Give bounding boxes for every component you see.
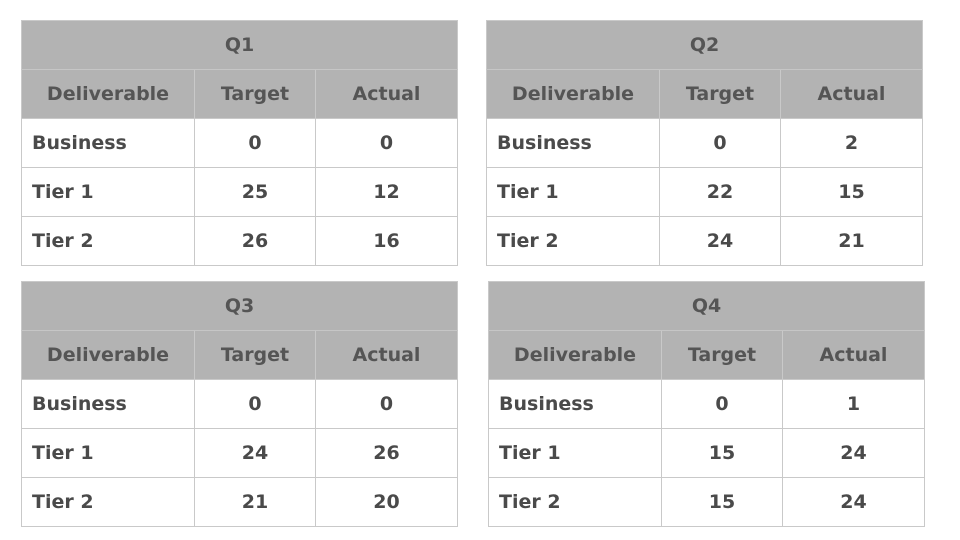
row-label: Business: [21, 379, 195, 429]
actual-value: 12: [315, 167, 458, 217]
actual-value: 0: [315, 118, 458, 168]
table-row: Tier 1 24 26: [21, 428, 458, 478]
actual-value: 0: [315, 379, 458, 429]
target-value: 22: [659, 167, 781, 217]
table-row: Tier 1 25 12: [21, 167, 458, 217]
actual-value: 26: [315, 428, 458, 478]
actual-value: 24: [782, 477, 925, 527]
row-label: Tier 1: [21, 167, 195, 217]
table-row: Tier 2 15 24: [488, 477, 925, 527]
actual-value: 21: [780, 216, 923, 266]
actual-value: 16: [315, 216, 458, 266]
row-label: Tier 1: [486, 167, 660, 217]
quarter-title: Q1: [21, 20, 458, 70]
table-row: Business 0 1: [488, 379, 925, 429]
row-label: Tier 2: [21, 477, 195, 527]
column-header-actual: Actual: [315, 330, 458, 380]
actual-value: 15: [780, 167, 923, 217]
quarter-title: Q3: [21, 281, 458, 331]
column-header-deliverable: Deliverable: [486, 69, 660, 119]
row-label: Tier 2: [486, 216, 660, 266]
actual-value: 24: [782, 428, 925, 478]
q3-table: Q3 Deliverable Target Actual Business 0 …: [21, 281, 458, 527]
row-label: Business: [21, 118, 195, 168]
row-label: Tier 2: [488, 477, 662, 527]
column-header-target: Target: [661, 330, 783, 380]
table-row: Tier 1 15 24: [488, 428, 925, 478]
target-value: 15: [661, 477, 783, 527]
row-label: Business: [488, 379, 662, 429]
quarter-title: Q4: [488, 281, 925, 331]
column-header-deliverable: Deliverable: [21, 69, 195, 119]
table-row: Business 0 0: [21, 379, 458, 429]
actual-value: 20: [315, 477, 458, 527]
column-header-actual: Actual: [315, 69, 458, 119]
column-header-deliverable: Deliverable: [488, 330, 662, 380]
column-header-target: Target: [194, 330, 316, 380]
target-value: 21: [194, 477, 316, 527]
row-label: Tier 1: [488, 428, 662, 478]
target-value: 26: [194, 216, 316, 266]
target-value: 0: [659, 118, 781, 168]
table-row: Tier 1 22 15: [486, 167, 923, 217]
target-value: 0: [661, 379, 783, 429]
column-header-actual: Actual: [782, 330, 925, 380]
row-label: Business: [486, 118, 660, 168]
q2-table: Q2 Deliverable Target Actual Business 0 …: [486, 20, 923, 266]
actual-value: 2: [780, 118, 923, 168]
column-header-actual: Actual: [780, 69, 923, 119]
table-row: Business 0 0: [21, 118, 458, 168]
row-label: Tier 2: [21, 216, 195, 266]
column-header-target: Target: [659, 69, 781, 119]
table-row: Tier 2 21 20: [21, 477, 458, 527]
column-header-target: Target: [194, 69, 316, 119]
q4-table: Q4 Deliverable Target Actual Business 0 …: [488, 281, 925, 527]
table-row: Tier 2 24 21: [486, 216, 923, 266]
column-header-deliverable: Deliverable: [21, 330, 195, 380]
row-label: Tier 1: [21, 428, 195, 478]
quarter-title: Q2: [486, 20, 923, 70]
actual-value: 1: [782, 379, 925, 429]
target-value: 15: [661, 428, 783, 478]
q1-table: Q1 Deliverable Target Actual Business 0 …: [21, 20, 458, 266]
target-value: 25: [194, 167, 316, 217]
table-row: Business 0 2: [486, 118, 923, 168]
target-value: 0: [194, 118, 316, 168]
target-value: 0: [194, 379, 316, 429]
target-value: 24: [194, 428, 316, 478]
table-row: Tier 2 26 16: [21, 216, 458, 266]
target-value: 24: [659, 216, 781, 266]
